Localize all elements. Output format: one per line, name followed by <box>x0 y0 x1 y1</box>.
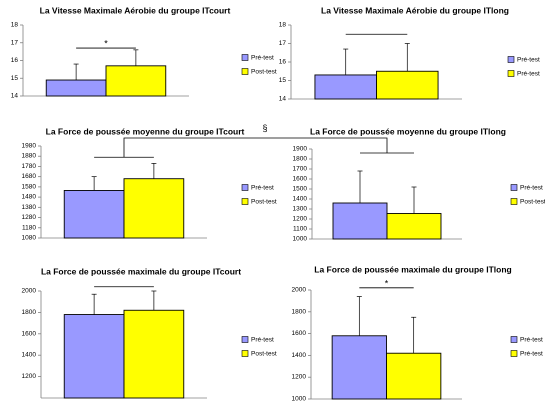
legend-swatch-pre <box>507 56 515 63</box>
bar-post <box>386 352 442 400</box>
y-tick-label: 16 <box>11 57 19 64</box>
y-tick-label: 1680 <box>22 173 37 180</box>
y-tick-label: 1580 <box>22 183 37 190</box>
significance-marker: * <box>104 39 108 49</box>
legend-label: Post-test <box>251 351 277 358</box>
y-tick-label: 1200 <box>293 216 308 223</box>
legend-label: Post-test <box>251 199 277 206</box>
legend-swatch-pre <box>241 54 249 61</box>
legend-swatch-pre <box>241 336 249 343</box>
legend-label: Pré-test <box>251 185 274 192</box>
chart-panel-3: La Force de poussée moyenne du groupe IT… <box>22 126 277 241</box>
chart-title: La Force de poussée moyenne du groupe IT… <box>46 126 245 136</box>
legend-swatch-pre <box>510 184 518 191</box>
legend-swatch-post <box>507 70 515 77</box>
chart-title: La Force de poussée maximale du groupe I… <box>314 264 511 274</box>
bar-pre <box>63 314 125 399</box>
bar-post <box>123 178 185 239</box>
y-tick-label: 18 <box>11 22 19 29</box>
y-tick-label: 1700 <box>293 166 308 173</box>
chart-title: La Force de poussée moyenne du groupe IT… <box>310 126 506 136</box>
y-tick-label: 1400 <box>292 352 307 359</box>
bar-pre <box>45 79 107 97</box>
y-tick-label: 1200 <box>292 374 307 381</box>
y-tick-label: 2000 <box>22 288 37 295</box>
chart-panel-5: La Force de poussée maximale du groupe I… <box>22 266 277 399</box>
y-tick-label: 1880 <box>22 153 37 160</box>
legend-label: Pré-test <box>251 55 274 62</box>
y-tick-label: 1600 <box>22 330 37 337</box>
y-tick-label: 15 <box>279 77 287 84</box>
bar-post <box>123 309 185 399</box>
y-tick-label: 18 <box>279 22 287 29</box>
cross-group-marker: § <box>262 123 267 133</box>
y-tick-label: 1900 <box>293 146 308 153</box>
chart-title: La Vitesse Maximale Aérobie du groupe IT… <box>40 5 231 15</box>
legend-label: Pré-test <box>520 185 543 192</box>
chart-panel-4: La Force de poussée moyenne du groupe IT… <box>293 126 545 242</box>
y-tick-label: 1200 <box>22 373 37 380</box>
bar-pre <box>331 335 387 400</box>
bar-post <box>376 70 439 100</box>
significance-marker: * <box>385 278 389 288</box>
legend-swatch-post <box>241 68 249 75</box>
bar-post <box>105 65 167 97</box>
y-tick-label: 1280 <box>22 214 37 221</box>
y-tick-label: 1480 <box>22 194 37 201</box>
y-tick-label: 14 <box>11 93 19 100</box>
bar-pre <box>314 74 377 100</box>
bar-pre <box>332 202 388 240</box>
y-tick-label: 1400 <box>22 352 37 359</box>
legend-label: Pré-test <box>520 351 543 358</box>
legend-swatch-post <box>510 350 518 357</box>
y-tick-label: 1780 <box>22 163 37 170</box>
y-tick-label: 1000 <box>293 236 308 243</box>
y-tick-label: 2000 <box>292 287 307 294</box>
cross-group-bracket <box>123 137 388 158</box>
y-tick-label: 1800 <box>292 308 307 315</box>
legend-label: Pré-test <box>517 71 540 78</box>
y-tick-label: 17 <box>279 40 287 47</box>
legend-label: Pré-test <box>251 337 274 344</box>
chart-panel-2: La Vitesse Maximale Aérobie du groupe IT… <box>279 5 540 102</box>
legend-swatch-post <box>241 350 249 357</box>
y-tick-label: 1800 <box>22 309 37 316</box>
bar-post <box>386 213 442 240</box>
y-tick-label: 1100 <box>293 226 307 233</box>
y-tick-label: 1600 <box>292 330 307 337</box>
y-tick-label: 1500 <box>293 186 308 193</box>
y-tick-label: 1300 <box>293 206 308 213</box>
y-tick-label: 15 <box>11 75 19 82</box>
y-tick-label: 14 <box>279 96 287 103</box>
bar-pre <box>63 190 125 239</box>
chart-title: La Force de poussée maximale du groupe I… <box>41 266 241 276</box>
legend-label: Post-test <box>251 69 277 76</box>
y-tick-label: 1400 <box>293 196 308 203</box>
y-tick-label: 16 <box>279 59 287 66</box>
y-tick-label: 1380 <box>22 204 37 211</box>
y-tick-label: 17 <box>11 39 19 46</box>
chart-title: La Vitesse Maximale Aérobie du groupe IT… <box>321 5 509 15</box>
y-tick-label: 1180 <box>22 224 36 231</box>
legend-swatch-post <box>241 198 249 205</box>
legend-label: Post-test <box>520 199 545 206</box>
y-tick-label: 1600 <box>293 176 308 183</box>
y-tick-label: 1000 <box>292 396 307 403</box>
legend-label: Pré-test <box>517 57 540 64</box>
y-tick-label: 1980 <box>22 143 37 150</box>
y-tick-label: 1080 <box>22 235 37 242</box>
legend-swatch-pre <box>241 184 249 191</box>
legend-swatch-pre <box>510 336 518 343</box>
chart-panel-1: La Vitesse Maximale Aérobie du groupe IT… <box>11 5 277 99</box>
legend-swatch-post <box>510 198 518 205</box>
legend-label: Pré-test <box>520 337 543 344</box>
chart-panel-6: La Force de poussée maximale du groupe I… <box>292 264 543 402</box>
y-tick-label: 1800 <box>293 156 308 163</box>
